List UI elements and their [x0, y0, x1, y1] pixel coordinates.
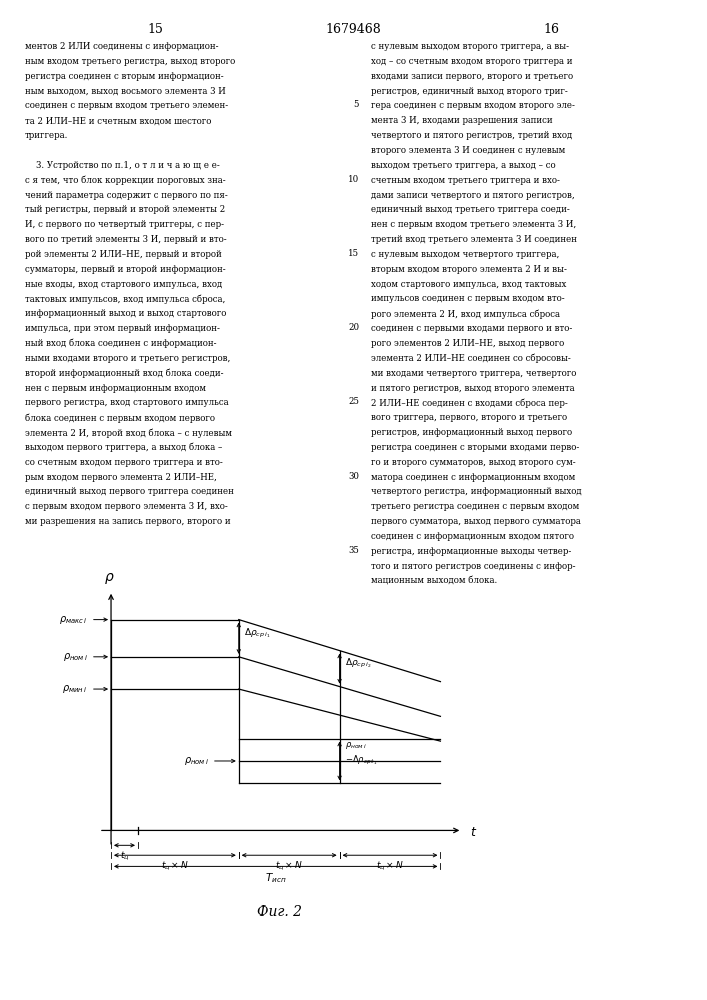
Text: $\rho_{\mathit{ном}\,i}$: $\rho_{\mathit{ном}\,i}$ — [63, 651, 88, 663]
Text: 16: 16 — [544, 23, 559, 36]
Text: $t_\mathit{ц}\times N$: $t_\mathit{ц}\times N$ — [161, 860, 189, 872]
Text: элемента 2 ИЛИ–НЕ соединен со сбросовы-: элемента 2 ИЛИ–НЕ соединен со сбросовы- — [371, 354, 571, 363]
Text: с первым входом первого элемента 3 И, вхо-: с первым входом первого элемента 3 И, вх… — [25, 502, 228, 511]
Text: соединен с информационным входом пятого: соединен с информационным входом пятого — [371, 532, 574, 541]
Text: ные входы, вход стартового импульса, вход: ные входы, вход стартового импульса, вхо… — [25, 280, 222, 289]
Text: $\rho_{\mathit{ном}\,i}$: $\rho_{\mathit{ном}\,i}$ — [184, 755, 209, 767]
Text: импульса, при этом первый информацион-: импульса, при этом первый информацион- — [25, 324, 220, 333]
Text: нен с первым входом третьего элемента 3 И,: нен с первым входом третьего элемента 3 … — [371, 220, 576, 229]
Text: с нулевым выходом второго триггера, а вы-: с нулевым выходом второго триггера, а вы… — [371, 42, 569, 51]
Text: ми входами четвертого триггера, четвертого: ми входами четвертого триггера, четверто… — [371, 369, 576, 378]
Text: тый регистры, первый и второй элементы 2: тый регистры, первый и второй элементы 2 — [25, 205, 225, 214]
Text: мационным выходом блока.: мационным выходом блока. — [371, 577, 498, 586]
Text: 15: 15 — [148, 23, 163, 36]
Text: $t_\mathit{ц}$: $t_\mathit{ц}$ — [119, 850, 129, 862]
Text: 10: 10 — [348, 175, 359, 184]
Text: входами записи первого, второго и третьего: входами записи первого, второго и третье… — [371, 72, 573, 81]
Text: единичный выход первого триггера соединен: единичный выход первого триггера соедине… — [25, 488, 233, 496]
Text: четвертого и пятого регистров, третий вход: четвертого и пятого регистров, третий вх… — [371, 131, 573, 140]
Text: третий вход третьего элемента 3 И соединен: третий вход третьего элемента 3 И соедин… — [371, 235, 577, 244]
Text: ным входом третьего регистра, выход второго: ным входом третьего регистра, выход втор… — [25, 57, 235, 66]
Text: выходом первого триггера, а выход блока –: выходом первого триггера, а выход блока … — [25, 443, 222, 452]
Text: ный вход блока соединен с информацион-: ный вход блока соединен с информацион- — [25, 339, 216, 349]
Text: третьего регистра соединен с первым входом: третьего регистра соединен с первым вход… — [371, 502, 580, 511]
Text: первого регистра, вход стартового импульса: первого регистра, вход стартового импуль… — [25, 398, 228, 407]
Text: $\rho_{\mathit{мин}\,i}$: $\rho_{\mathit{мин}\,i}$ — [62, 683, 88, 695]
Text: вторым входом второго элемента 2 И и вы-: вторым входом второго элемента 2 И и вы- — [371, 265, 567, 274]
Text: 5: 5 — [354, 100, 359, 109]
Text: Фиг. 2: Фиг. 2 — [257, 905, 302, 919]
Text: И, с первого по четвертый триггеры, с пер-: И, с первого по четвертый триггеры, с пе… — [25, 220, 223, 229]
Text: ми разрешения на запись первого, второго и: ми разрешения на запись первого, второго… — [25, 517, 230, 526]
Text: мента 3 И, входами разрешения записи: мента 3 И, входами разрешения записи — [371, 116, 553, 125]
Text: 3. Устройство по п.1, о т л и ч а ю щ е е-: 3. Устройство по п.1, о т л и ч а ю щ е … — [25, 161, 219, 170]
Text: выходом третьего триггера, а выход – со: выходом третьего триггера, а выход – со — [371, 161, 556, 170]
Text: $\rho_{\mathit{ном}\,i}$
$-\Delta\rho_{\mathit{ср}\,t_1}$: $\rho_{\mathit{ном}\,i}$ $-\Delta\rho_{\… — [344, 740, 377, 767]
Text: 20: 20 — [348, 323, 359, 332]
Text: регистра, информационные выходы четвер-: регистра, информационные выходы четвер- — [371, 547, 571, 556]
Text: 2 ИЛИ–НЕ соединен с входами сброса пер-: 2 ИЛИ–НЕ соединен с входами сброса пер- — [371, 398, 568, 408]
Text: второй информационный вход блока соеди-: второй информационный вход блока соеди- — [25, 369, 223, 378]
Text: ходом стартового импульса, вход тактовых: ходом стартового импульса, вход тактовых — [371, 280, 566, 289]
Text: ным выходом, выход восьмого элемента 3 И: ным выходом, выход восьмого элемента 3 И — [25, 87, 226, 96]
Text: ход – со счетным входом второго триггера и: ход – со счетным входом второго триггера… — [371, 57, 573, 66]
Text: информационный выход и выход стартового: информационный выход и выход стартового — [25, 309, 226, 318]
Text: регистра соединен с вторым информацион-: регистра соединен с вторым информацион- — [25, 72, 223, 81]
Text: триггера.: триггера. — [25, 131, 68, 140]
Text: четвертого регистра, информационный выход: четвертого регистра, информационный выхо… — [371, 488, 582, 496]
Text: нен с первым информационным входом: нен с первым информационным входом — [25, 384, 206, 393]
Text: счетным входом третьего триггера и вхо-: счетным входом третьего триггера и вхо- — [371, 176, 560, 185]
Text: 1679468: 1679468 — [326, 23, 381, 36]
Text: $\rho_{\mathit{макс}\,i}$: $\rho_{\mathit{макс}\,i}$ — [59, 614, 88, 626]
Text: та 2 ИЛИ–НЕ и счетным входом шестого: та 2 ИЛИ–НЕ и счетным входом шестого — [25, 116, 211, 125]
Text: первого сумматора, выход первого сумматора: первого сумматора, выход первого суммато… — [371, 517, 581, 526]
Text: со счетным входом первого триггера и вто-: со счетным входом первого триггера и вто… — [25, 458, 223, 467]
Text: единичный выход третьего триггера соеди-: единичный выход третьего триггера соеди- — [371, 205, 570, 214]
Text: импульсов соединен с первым входом вто-: импульсов соединен с первым входом вто- — [371, 294, 565, 303]
Text: того и пятого регистров соединены с инфор-: того и пятого регистров соединены с инфо… — [371, 562, 575, 571]
Text: 25: 25 — [348, 397, 359, 406]
Text: ментов 2 ИЛИ соединены с информацион-: ментов 2 ИЛИ соединены с информацион- — [25, 42, 218, 51]
Text: с нулевым выходом четвертого триггера,: с нулевым выходом четвертого триггера, — [371, 250, 559, 259]
Text: $\rho$: $\rho$ — [104, 571, 115, 586]
Text: сумматоры, первый и второй информацион-: сумматоры, первый и второй информацион- — [25, 265, 226, 274]
Text: элемента 2 И, второй вход блока – с нулевым: элемента 2 И, второй вход блока – с нуле… — [25, 428, 232, 438]
Text: и пятого регистров, выход второго элемента: и пятого регистров, выход второго элемен… — [371, 384, 575, 393]
Text: 35: 35 — [349, 546, 359, 555]
Text: гера соединен с первым входом второго эле-: гера соединен с первым входом второго эл… — [371, 101, 575, 110]
Text: вого по третий элементы 3 И, первый и вто-: вого по третий элементы 3 И, первый и вт… — [25, 235, 226, 244]
Text: $\Delta\rho_{\mathit{ср}\,i_2}$: $\Delta\rho_{\mathit{ср}\,i_2}$ — [344, 657, 371, 670]
Text: 15: 15 — [348, 249, 359, 258]
Text: регистров, единичный выход второго триг-: регистров, единичный выход второго триг- — [371, 87, 568, 96]
Text: ными входами второго и третьего регистров,: ными входами второго и третьего регистро… — [25, 354, 230, 363]
Text: $T_\mathit{исп}$: $T_\mathit{исп}$ — [265, 871, 286, 885]
Text: второго элемента 3 И соединен с нулевым: второго элемента 3 И соединен с нулевым — [371, 146, 566, 155]
Text: $t$: $t$ — [469, 826, 477, 839]
Text: блока соединен с первым входом первого: блока соединен с первым входом первого — [25, 413, 215, 423]
Text: дами записи четвертого и пятого регистров,: дами записи четвертого и пятого регистро… — [371, 190, 575, 200]
Text: соединен с первым входом третьего элемен-: соединен с первым входом третьего элемен… — [25, 101, 228, 110]
Text: рой элементы 2 ИЛИ–НЕ, первый и второй: рой элементы 2 ИЛИ–НЕ, первый и второй — [25, 250, 221, 259]
Text: с я тем, что блок коррекции пороговых зна-: с я тем, что блок коррекции пороговых зн… — [25, 176, 226, 185]
Text: $t_\mathit{ц}\times N$: $t_\mathit{ц}\times N$ — [275, 860, 303, 872]
Text: вого триггера, первого, второго и третьего: вого триггера, первого, второго и третье… — [371, 413, 567, 422]
Text: рого элемента 2 И, вход импульса сброса: рого элемента 2 И, вход импульса сброса — [371, 309, 560, 319]
Text: соединен с первыми входами первого и вто-: соединен с первыми входами первого и вто… — [371, 324, 573, 333]
Text: го и второго сумматоров, выход второго сум-: го и второго сумматоров, выход второго с… — [371, 458, 575, 467]
Text: $\Delta\rho_{\mathit{ср}\,i_1}$: $\Delta\rho_{\mathit{ср}\,i_1}$ — [244, 627, 270, 640]
Text: рого элементов 2 ИЛИ–НЕ, выход первого: рого элементов 2 ИЛИ–НЕ, выход первого — [371, 339, 564, 348]
Text: $t_\mathit{ц}\times N$: $t_\mathit{ц}\times N$ — [376, 860, 404, 872]
Text: регистров, информационный выход первого: регистров, информационный выход первого — [371, 428, 572, 437]
Text: тактовых импульсов, вход импульса сброса,: тактовых импульсов, вход импульса сброса… — [25, 294, 225, 304]
Text: регистра соединен с вторыми входами перво-: регистра соединен с вторыми входами перв… — [371, 443, 580, 452]
Text: рым входом первого элемента 2 ИЛИ–НЕ,: рым входом первого элемента 2 ИЛИ–НЕ, — [25, 473, 216, 482]
Text: 30: 30 — [348, 472, 359, 481]
Text: матора соединен с информационным входом: матора соединен с информационным входом — [371, 473, 575, 482]
Text: чений параметра содержит с первого по пя-: чений параметра содержит с первого по пя… — [25, 190, 228, 200]
